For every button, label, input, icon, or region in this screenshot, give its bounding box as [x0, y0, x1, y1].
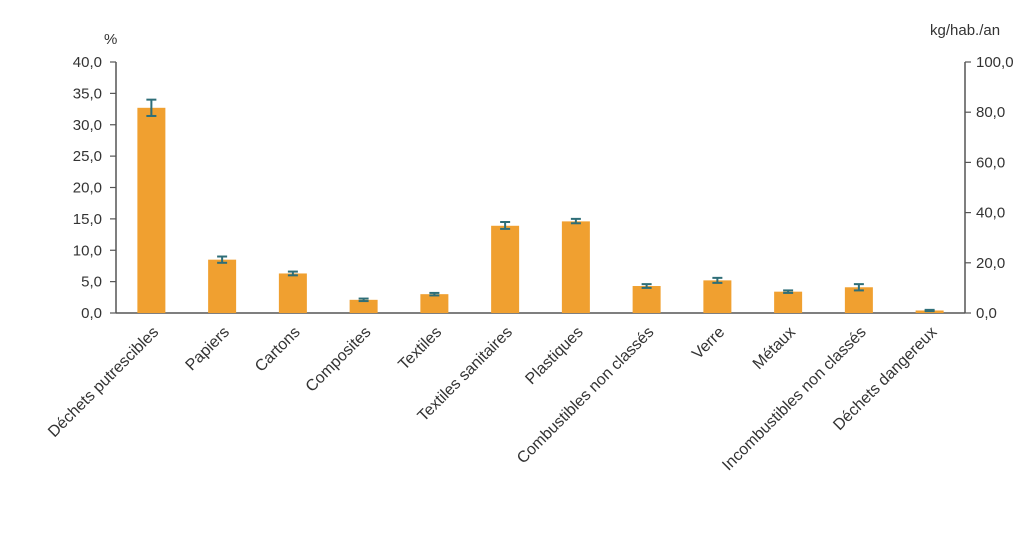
y-axis-right-unit: kg/hab./an	[930, 22, 1000, 39]
bar	[208, 259, 237, 313]
error-bars	[146, 98, 935, 313]
y-axis-left-unit: %	[104, 31, 117, 48]
y-tick-label-right: 40,0	[976, 205, 1005, 222]
y-tick-label-right: 0,0	[976, 305, 997, 322]
y-tick-label-right: 80,0	[976, 104, 1005, 121]
bar	[349, 299, 378, 313]
x-tick-label: Textiles	[395, 324, 445, 374]
y-tick-label-right: 100,0	[976, 54, 1014, 71]
y-tick-label-left: 25,0	[73, 148, 102, 165]
x-tick-label: Composites	[303, 324, 375, 396]
y-tick-label-right: 20,0	[976, 255, 1005, 272]
x-tick-label: Combustibles non classés	[514, 324, 657, 467]
x-tick-label: Plastiques	[522, 324, 586, 388]
y-tick-label-left: 30,0	[73, 117, 102, 134]
y-tick-label-left: 20,0	[73, 180, 102, 197]
y-tick-label-left: 40,0	[73, 54, 102, 71]
x-tick-label: Métaux	[750, 324, 799, 373]
x-tick-label: Verre	[689, 324, 728, 363]
bar	[774, 291, 803, 313]
bar	[632, 286, 661, 313]
x-tick-label: Incombustibles non classés	[719, 324, 869, 474]
x-tick-label: Cartons	[252, 324, 304, 376]
y-tick-label-left: 0,0	[81, 305, 102, 322]
bar	[844, 287, 873, 313]
y-tick-label-left: 5,0	[81, 274, 102, 291]
y-tick-label-left: 15,0	[73, 211, 102, 228]
y-tick-label-right: 60,0	[976, 154, 1005, 171]
bar	[703, 280, 732, 313]
bars	[137, 107, 944, 314]
axes	[110, 61, 971, 314]
y-tick-label-left: 10,0	[73, 242, 102, 259]
x-tick-label: Papiers	[183, 324, 233, 374]
x-tick-label: Déchets putrescibles	[45, 324, 162, 441]
y-tick-label-left: 35,0	[73, 85, 102, 102]
bar	[561, 221, 590, 313]
bar	[491, 225, 520, 313]
bar	[278, 273, 307, 313]
bar	[137, 107, 166, 314]
labels: 0,0 5,0 10,0 15,0 20,0 25,0 30,0 35,0 40,0 0,0 20,…	[45, 54, 1013, 474]
bar	[420, 294, 449, 313]
